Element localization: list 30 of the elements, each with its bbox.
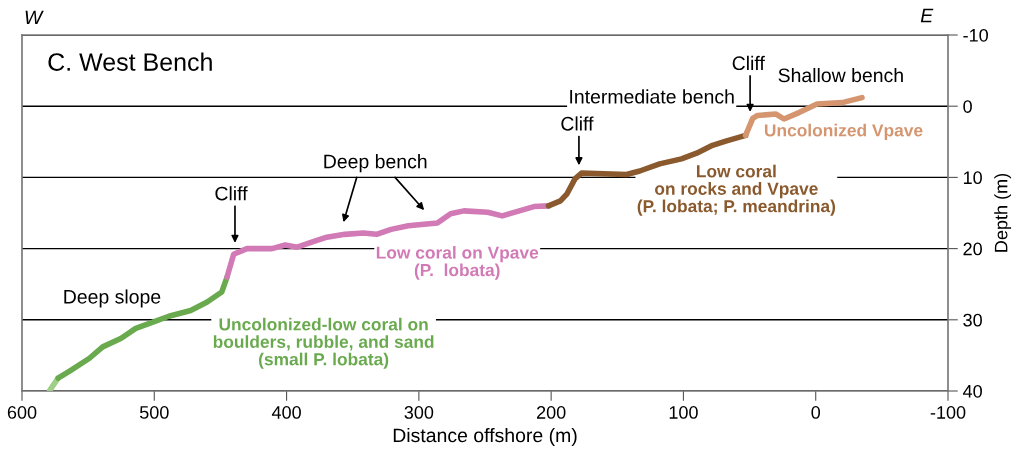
y-tick-label: 0 <box>963 100 972 113</box>
text: W <box>25 10 44 25</box>
annotation: Intermediate bench <box>570 89 734 104</box>
x-tick-label: 0 <box>811 406 821 419</box>
y-tick-label: 30 <box>963 313 982 327</box>
series-label: Uncolonized Vpave <box>764 123 923 140</box>
x-tick-label: 100 <box>669 406 698 419</box>
y-tick-label: 10 <box>963 171 982 185</box>
text: E <box>920 8 934 23</box>
x-tick-label: 200 <box>536 406 566 419</box>
annotation: Cliff <box>732 55 765 71</box>
annotation: Cliff <box>561 116 594 131</box>
x-tick-label: 500 <box>139 406 169 419</box>
text: C. West Bench <box>48 52 212 71</box>
series-label: Low coral on rocks and Vpave (P. lobata; P. meandrina) <box>637 164 836 216</box>
series-label: Low coral on Vpave (P. lobata) <box>376 246 539 280</box>
series-label: Uncolonized-low coral on boulders, rubble, and sand (small P. lobata) <box>213 317 434 369</box>
y-axis-title: Depth (m) <box>994 173 1012 252</box>
annotation: Deep slope <box>64 289 161 308</box>
x-tick-label: 400 <box>271 406 301 419</box>
x-tick-label: 300 <box>404 406 434 419</box>
x-axis-title: Distance offshore (m) <box>393 427 577 447</box>
annotation: Cliff <box>215 186 248 201</box>
y-tick-label: 40 <box>963 384 982 398</box>
y-tick-label: 20 <box>963 242 982 256</box>
annotation: Deep bench <box>324 154 427 173</box>
annotation: Shallow bench <box>778 67 903 83</box>
x-tick-label: 600 <box>7 406 37 419</box>
x-tick-label: -100 <box>930 406 966 419</box>
y-tick-label: -10 <box>963 28 988 42</box>
